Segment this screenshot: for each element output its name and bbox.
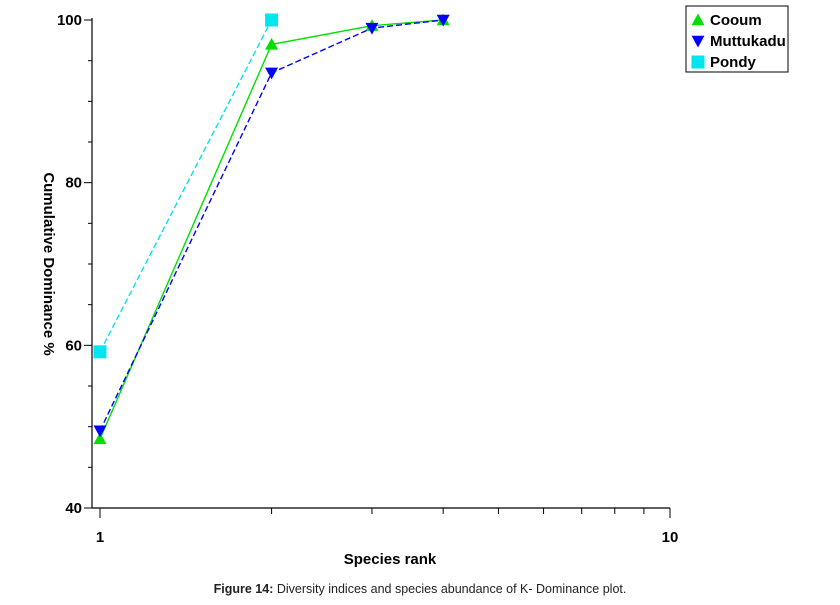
legend-label-muttukadu: Muttukadu xyxy=(710,33,786,50)
y-tick-label: 80 xyxy=(65,175,82,192)
x-axis-title: Species rank xyxy=(344,551,437,568)
data-point-cooum xyxy=(265,37,279,50)
data-point-pondy xyxy=(265,13,279,27)
series-pondy xyxy=(93,13,279,359)
legend-marker-muttukadu xyxy=(691,35,705,48)
series-line-pondy xyxy=(99,19,273,353)
y-tick-label: 60 xyxy=(65,337,82,354)
series-line-cooum xyxy=(99,19,444,440)
data-point-cooum xyxy=(93,432,107,445)
legend-label-cooum: Cooum xyxy=(710,12,762,29)
caption-label: Figure 14: xyxy=(213,582,274,596)
caption-text: Diversity indices and species abundance … xyxy=(273,582,627,596)
figure-caption: Figure 14: Diversity indices and species… xyxy=(0,582,840,596)
series-line-muttukadu xyxy=(99,19,444,432)
y-tick-label: 40 xyxy=(65,500,82,517)
y-tick-label: 100 xyxy=(57,12,82,29)
series-muttukadu xyxy=(93,14,450,438)
y-axis-title: Cumulative Dominance % xyxy=(40,172,57,355)
data-point-muttukadu xyxy=(265,67,279,80)
legend-marker-cooum xyxy=(691,13,705,26)
data-point-muttukadu xyxy=(365,22,379,35)
data-point-pondy xyxy=(93,345,107,359)
legend-label-pondy: Pondy xyxy=(710,54,756,71)
data-point-muttukadu xyxy=(93,425,107,438)
data-point-muttukadu xyxy=(436,14,450,27)
legend-marker-pondy xyxy=(691,55,705,69)
x-tick-label: 1 xyxy=(96,529,104,546)
k-dominance-chart: 40 60 80 100 1 10 Species rank Cumulative Domin… xyxy=(40,5,789,568)
legend: Cooum Muttukadu Pondy xyxy=(685,5,789,73)
x-tick-label: 10 xyxy=(662,529,679,546)
